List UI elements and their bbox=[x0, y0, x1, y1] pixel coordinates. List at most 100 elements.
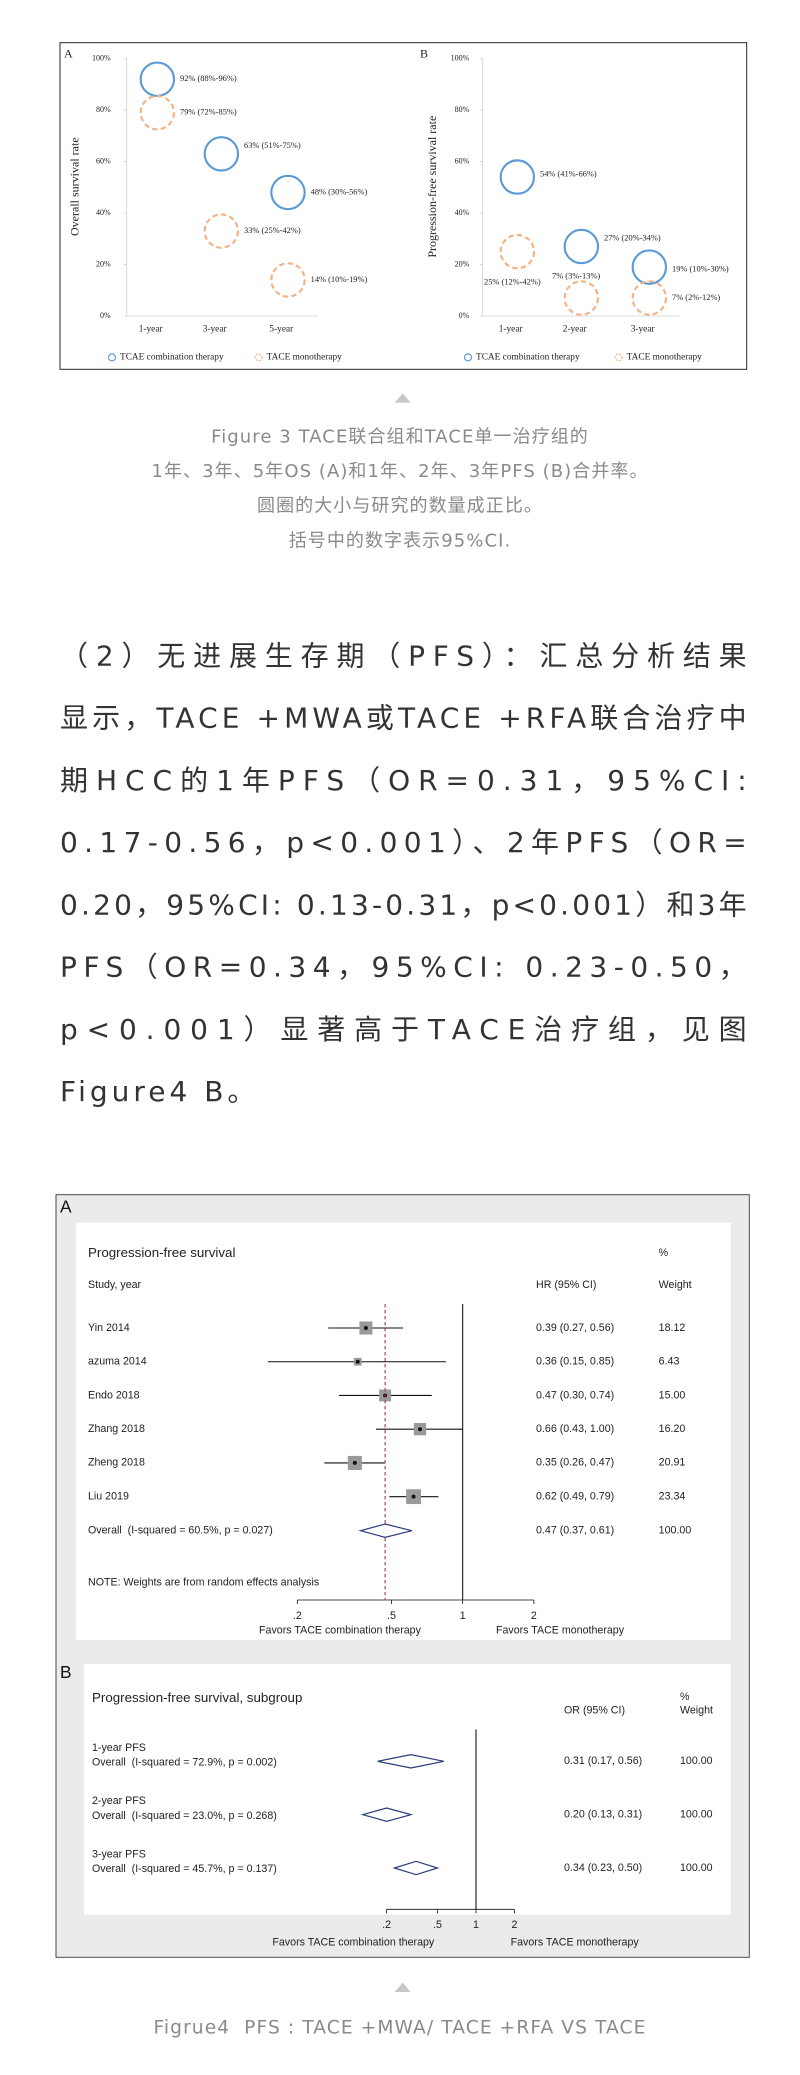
bubble bbox=[270, 174, 306, 211]
caption-line: 1年、3年、5年OS (A)和1年、2年、3年PFS (B)合并率。 bbox=[151, 461, 648, 482]
data-label: 54% (41%-66%) bbox=[540, 169, 597, 178]
data-label: 19% (10%-30%) bbox=[672, 265, 729, 274]
row-sublabel: Overall (I-squared = 45.7%, p = 0.137) bbox=[92, 1863, 277, 1875]
data-label: 25% (12%-42%) bbox=[484, 277, 541, 286]
x-tick-label: .5 bbox=[387, 1610, 396, 1622]
bubble bbox=[499, 233, 536, 270]
y-tick-label: 0% bbox=[459, 311, 470, 320]
legend-icon bbox=[614, 353, 623, 362]
pooled-diamond bbox=[358, 1523, 413, 1538]
paragraph-line: 0.17-0.56，p<0.001）、2年PFS（OR= bbox=[60, 826, 747, 859]
study-label: Yin 2014 bbox=[88, 1322, 130, 1334]
plot-panel bbox=[76, 1222, 731, 1640]
estimate-text: 0.36 (0.15, 0.85) bbox=[536, 1356, 614, 1368]
column-header: HR (95% CI) bbox=[536, 1279, 596, 1291]
x-tick-label: 3-year bbox=[203, 324, 228, 334]
study-label: azuma 2014 bbox=[88, 1356, 147, 1368]
x-tick-label: .2 bbox=[293, 1610, 302, 1622]
data-label: 33% (25%-42%) bbox=[244, 226, 301, 235]
y-tick-label: 60% bbox=[455, 156, 470, 165]
x-tick-label: .2 bbox=[382, 1919, 391, 1931]
bubble bbox=[631, 280, 668, 316]
favors-label: Favors TACE combination therapy bbox=[259, 1624, 422, 1636]
paragraph-line: 显示，TACE +MWA或TACE +RFA联合治疗中 bbox=[60, 702, 747, 735]
favors-label: Favors TACE monotherapy bbox=[511, 1936, 640, 1948]
x-tick-label: 1 bbox=[460, 1610, 466, 1622]
x-tick-label: 2 bbox=[531, 1610, 537, 1622]
figure3-frame bbox=[59, 42, 748, 370]
study-label: Zhang 2018 bbox=[88, 1423, 145, 1435]
data-label: 7% (3%-13%) bbox=[552, 272, 600, 281]
paragraph-line: PFS（OR=0.34，95%CI: 0.23-0.50， bbox=[60, 951, 747, 984]
panel-letter: A bbox=[60, 1197, 72, 1217]
x-tick-label: 1-year bbox=[139, 324, 164, 334]
pooled-diamond bbox=[377, 1754, 444, 1769]
legend-icon bbox=[463, 353, 473, 362]
x-tick-label: 1-year bbox=[499, 324, 524, 334]
favors-label: Favors TACE monotherapy bbox=[496, 1624, 625, 1636]
weight-text: 6.43 bbox=[659, 1356, 680, 1368]
estimate-text: 0.39 (0.27, 0.56) bbox=[536, 1322, 614, 1334]
y-tick-label: 80% bbox=[96, 105, 111, 114]
point-estimate bbox=[355, 1359, 360, 1364]
y-tick-label: 20% bbox=[455, 259, 470, 268]
row-sublabel: Overall (I-squared = 23.0%, p = 0.268) bbox=[92, 1810, 277, 1822]
pooled-diamond bbox=[360, 1807, 414, 1822]
data-label: 79% (72%-85%) bbox=[180, 108, 237, 117]
column-header: Study, year bbox=[88, 1279, 142, 1291]
legend-label: TACE monotherapy bbox=[267, 352, 342, 362]
caption-line: 括号中的数字表示95%CI. bbox=[289, 530, 512, 551]
weight-text: 18.12 bbox=[659, 1322, 686, 1334]
bubble bbox=[203, 213, 240, 249]
data-label: 14% (10%-19%) bbox=[311, 275, 368, 284]
pooled-diamond bbox=[392, 1860, 440, 1876]
data-label: 7% (2%-12%) bbox=[672, 293, 720, 302]
bubble bbox=[139, 94, 176, 131]
data-label: 48% (30%-56%) bbox=[311, 187, 368, 196]
caption-line: Figure 3 TACE联合组和TACE单一治疗组的 bbox=[211, 426, 589, 447]
column-header: OR (95% CI) bbox=[564, 1704, 625, 1716]
estimate-text: 0.35 (0.26, 0.47) bbox=[536, 1457, 614, 1469]
x-tick-label: 2-year bbox=[563, 324, 588, 334]
paragraph-line: （2）无进展生存期（PFS）：汇总分析结果 bbox=[60, 639, 747, 672]
y-axis-label: Overall survival rate bbox=[68, 137, 82, 236]
y-tick-label: 20% bbox=[96, 259, 111, 268]
point-estimate bbox=[417, 1427, 422, 1432]
row-label: 1-year PFS bbox=[92, 1742, 146, 1754]
y-tick-label: 40% bbox=[96, 208, 111, 217]
plot-title: Progression-free survival bbox=[88, 1245, 235, 1260]
estimate-text: 0.62 (0.49, 0.79) bbox=[536, 1490, 614, 1502]
paragraph-line: p<0.001）显著高于TACE治疗组，见图 bbox=[60, 1013, 747, 1046]
panel-letter: B bbox=[60, 1662, 72, 1682]
paragraph-line: Figure4 B。 bbox=[60, 1075, 259, 1108]
figure-marker bbox=[394, 1982, 411, 1992]
legend-icon bbox=[107, 353, 117, 362]
data-label: 92% (88%-96%) bbox=[180, 74, 237, 83]
bubble bbox=[563, 228, 600, 265]
estimate-text: 0.31 (0.17, 0.56) bbox=[564, 1755, 642, 1767]
estimate-text: 0.34 (0.23, 0.50) bbox=[564, 1862, 642, 1874]
study-label: Zheng 2018 bbox=[88, 1457, 145, 1469]
x-tick-label: 1 bbox=[473, 1919, 479, 1931]
plot-title: Progression-free survival, subgroup bbox=[92, 1690, 302, 1705]
bubble bbox=[270, 262, 306, 298]
weight-text: 20.91 bbox=[659, 1457, 686, 1469]
row-label: 2-year PFS bbox=[92, 1795, 146, 1807]
legend-icon bbox=[254, 353, 263, 362]
row-sublabel: Overall (I-squared = 72.9%, p = 0.002) bbox=[92, 1756, 277, 1768]
figure-marker bbox=[394, 393, 411, 403]
legend-label: TCAE combination therapy bbox=[476, 352, 580, 362]
row-label: 3-year PFS bbox=[92, 1848, 146, 1860]
y-tick-label: 80% bbox=[455, 105, 470, 114]
y-tick-label: 100% bbox=[451, 53, 470, 62]
estimate-text: 0.66 (0.43, 1.00) bbox=[536, 1423, 614, 1435]
weight-text: 23.34 bbox=[659, 1490, 686, 1502]
x-tick-label: 3-year bbox=[631, 324, 656, 334]
column-header: % bbox=[659, 1247, 669, 1259]
panel-letter: B bbox=[420, 46, 428, 60]
caption-line: Figrue4 PFS : TACE +MWA/ TACE +RFA VS TA… bbox=[153, 2018, 646, 2039]
y-axis-label: Progression-free survival rate bbox=[425, 116, 439, 258]
x-tick-label: 2 bbox=[512, 1919, 518, 1931]
plot-panel bbox=[84, 1664, 731, 1915]
